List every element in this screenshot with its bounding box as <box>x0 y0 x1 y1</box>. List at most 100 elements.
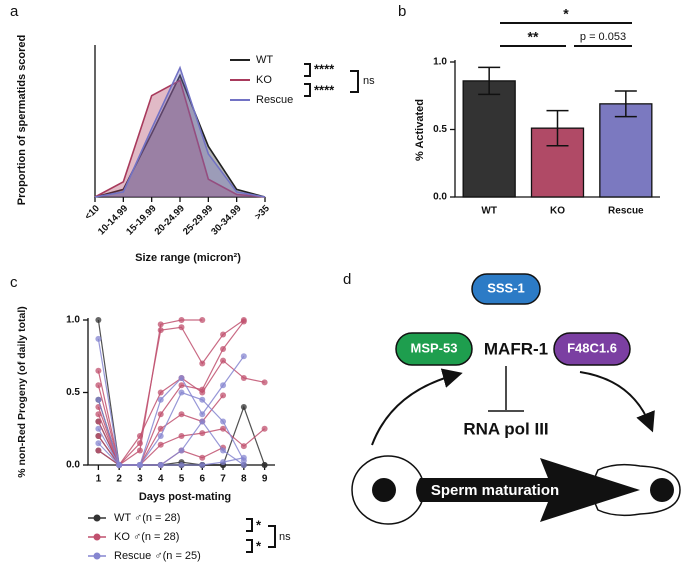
legend-label: KO <box>256 74 272 86</box>
series-line <box>94 65 266 198</box>
data-point <box>220 425 227 432</box>
y-axis-title: Proportion of spermatids scored <box>16 35 28 206</box>
data-point <box>95 433 102 439</box>
y-tick-label: 0.5 <box>66 387 80 398</box>
series-line <box>97 442 244 466</box>
node-label: MAFR-1 <box>484 339 548 358</box>
data-point <box>178 375 185 381</box>
annotation: ** <box>528 29 539 45</box>
data-point <box>199 317 206 323</box>
annotation: **** <box>314 61 335 76</box>
series-line <box>97 319 245 467</box>
legend-label: KO ♂(n = 28) <box>114 531 179 543</box>
x-tick-label: 7 <box>220 474 226 485</box>
data-point <box>240 454 247 461</box>
x-tick-label: 3 <box>137 474 143 485</box>
data-point <box>240 462 247 468</box>
y-tick-label: 0.0 <box>66 460 80 471</box>
x-tick-label: <10 <box>83 203 102 222</box>
diagram: SSS-1 MSP-53 MAFR-1 F48C1.6 RNA pol III … <box>351 273 681 525</box>
data-point <box>95 382 102 389</box>
data-point <box>220 331 227 338</box>
data-point <box>136 440 143 447</box>
y-tick-label: 1.0 <box>66 315 80 326</box>
series-line <box>94 73 266 198</box>
big-arrow <box>416 458 640 522</box>
data-point <box>261 462 268 468</box>
y-axis-title: % Activated <box>414 99 426 161</box>
data-point <box>95 317 102 323</box>
data-point <box>240 375 247 381</box>
data-point <box>261 425 268 432</box>
data-point <box>95 425 102 432</box>
x-tick-label: 1 <box>96 474 102 485</box>
data-point <box>95 396 102 403</box>
data-point <box>220 392 227 399</box>
error-bar <box>478 66 501 96</box>
data-point <box>199 454 206 461</box>
data-point <box>178 389 185 396</box>
arrow <box>371 368 463 446</box>
data-point <box>261 379 268 386</box>
data-point <box>178 447 185 454</box>
nucleus <box>372 478 396 502</box>
y-tick-label: 1.0 <box>433 57 447 68</box>
legend-label: Rescue ♂(n = 25) <box>114 550 201 562</box>
panel-letter: c <box>10 274 18 291</box>
node-label: MSP-53 <box>411 340 458 355</box>
y-tick-label: 0.5 <box>433 124 447 135</box>
data-point <box>157 389 164 396</box>
data-point <box>220 459 227 466</box>
x-tick-label: 5 <box>179 474 185 485</box>
data-point <box>157 321 164 328</box>
x-tick-label: KO <box>550 206 565 217</box>
data-point <box>178 433 185 439</box>
x-tick-label: Rescue <box>608 206 644 217</box>
annotation: ns <box>363 75 375 87</box>
nucleus <box>650 478 674 502</box>
node-pill <box>553 332 631 366</box>
x-tick-label: 4 <box>158 474 164 485</box>
data-point <box>95 447 102 454</box>
legend-marker <box>93 514 101 522</box>
x-tick-label: WT <box>481 206 497 217</box>
data-point <box>199 430 206 437</box>
x-axis-title: Size range (micron²) <box>135 252 241 264</box>
data-point <box>199 418 206 425</box>
bracket <box>304 63 359 97</box>
legend-label: WT ♂(n = 28) <box>114 512 180 524</box>
area-fill <box>95 75 265 197</box>
data-point <box>95 335 102 342</box>
data-point <box>220 418 227 425</box>
data-point <box>157 396 164 403</box>
annotation: * <box>256 517 262 532</box>
data-point <box>199 386 206 393</box>
annotation: ns <box>279 531 291 543</box>
legend-marker <box>93 552 101 560</box>
node-label: SSS-1 <box>487 280 525 295</box>
data-point <box>157 462 164 468</box>
data-point <box>95 411 102 418</box>
arrow-label: Sperm maturation <box>431 482 559 499</box>
data-point <box>199 462 206 468</box>
x-tick-label: 20-24.99 <box>153 203 187 237</box>
bracket <box>500 22 632 47</box>
data-point <box>116 462 123 468</box>
x-tick-label: 6 <box>199 474 205 485</box>
data-point <box>240 443 247 450</box>
data-point <box>157 441 164 448</box>
node-pill <box>471 273 541 305</box>
data-point <box>220 346 227 352</box>
node-label: RNA pol III <box>463 419 548 438</box>
node-pill <box>395 332 473 366</box>
panel-letter: d <box>343 271 351 288</box>
area-fill <box>95 80 265 197</box>
x-tick-label: 30-34.99 <box>209 203 243 237</box>
data-point <box>199 396 206 403</box>
inhibition <box>488 366 524 412</box>
node-label: F48C1.6 <box>567 340 617 355</box>
data-point <box>95 367 102 374</box>
area-fill <box>95 67 265 197</box>
data-point <box>178 324 185 331</box>
